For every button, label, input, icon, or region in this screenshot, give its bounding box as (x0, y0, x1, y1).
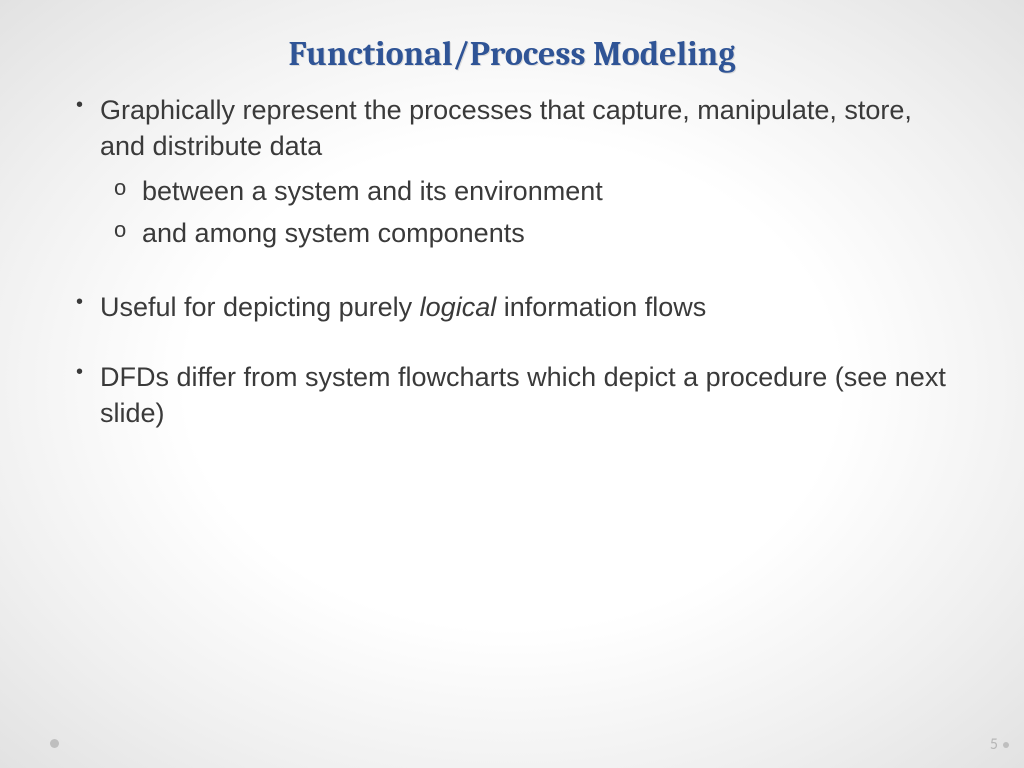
slide-body: Graphically represent the processes that… (0, 74, 1024, 432)
decor-dot-right (1003, 742, 1009, 748)
page-number: 5 (990, 735, 998, 754)
bullet-3: DFDs differ from system flowcharts which… (70, 359, 954, 432)
bullet-list-level2: between a system and its environment and… (100, 171, 954, 255)
bullet-1: Graphically represent the processes that… (70, 92, 954, 255)
bullet-2: Useful for depicting purely logical info… (70, 289, 954, 325)
bullet-2-post: information flows (496, 292, 706, 322)
bullet-2-italic: logical (420, 292, 497, 322)
bullet-1-sub-1: between a system and its environment (100, 171, 954, 213)
bullet-list-level1: Graphically represent the processes that… (70, 92, 954, 432)
slide-title: Functional/Process Modeling (0, 0, 1024, 74)
bullet-1-text: Graphically represent the processes that… (100, 95, 912, 161)
bullet-2-pre: Useful for depicting purely (100, 292, 420, 322)
decor-dot-left (50, 739, 59, 748)
bullet-1-sub-2: and among system components (100, 213, 954, 255)
